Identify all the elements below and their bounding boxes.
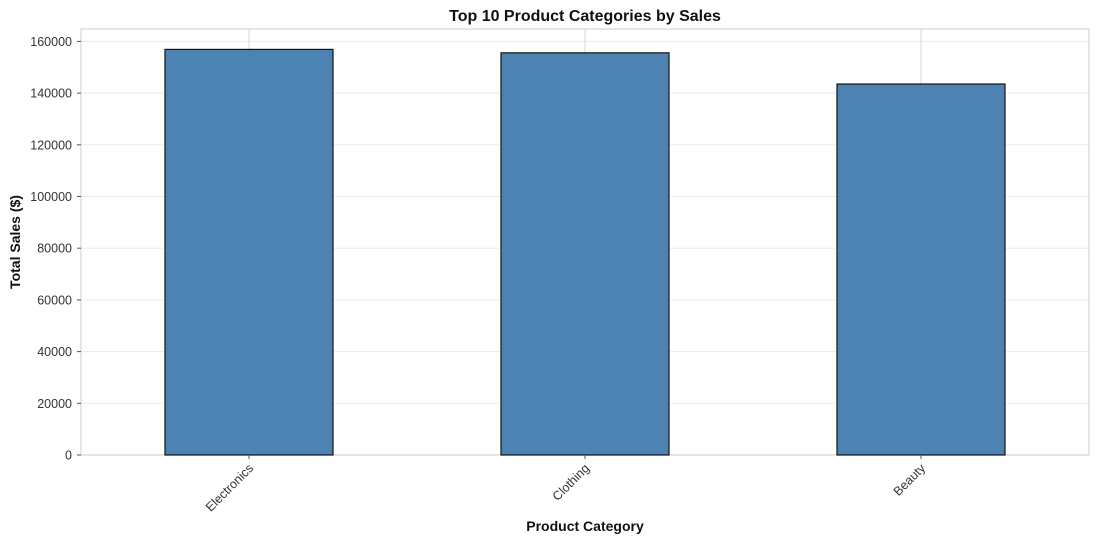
y-tick-label: 160000 <box>30 35 72 49</box>
x-axis-label: Product Category <box>526 518 644 534</box>
bars-group <box>164 48 1006 456</box>
y-tick-label: 0 <box>65 449 72 463</box>
y-tick-label: 100000 <box>30 190 72 204</box>
x-tick-label: Electronics <box>203 461 256 514</box>
y-axis-ticks: 0 20000 40000 60000 80000 100000 120000 140000 1… <box>30 35 81 463</box>
y-tick-label: 60000 <box>37 293 72 307</box>
chart-title: Top 10 Product Categories by Sales <box>449 8 721 25</box>
x-tick-label: Beauty <box>891 461 929 499</box>
y-tick-label: 80000 <box>37 242 72 256</box>
bar-electronics <box>164 48 334 456</box>
y-tick-label: 140000 <box>30 87 72 101</box>
bar-beauty <box>836 83 1006 456</box>
y-tick-label: 120000 <box>30 138 72 152</box>
y-axis-label: Total Sales ($) <box>7 195 23 289</box>
x-tick-label: Clothing <box>550 461 592 503</box>
y-tick-label: 20000 <box>37 397 72 411</box>
x-axis-ticks: Electronics Clothing Beauty <box>203 455 929 514</box>
y-tick-label: 40000 <box>37 345 72 359</box>
bar-clothing <box>500 52 670 456</box>
